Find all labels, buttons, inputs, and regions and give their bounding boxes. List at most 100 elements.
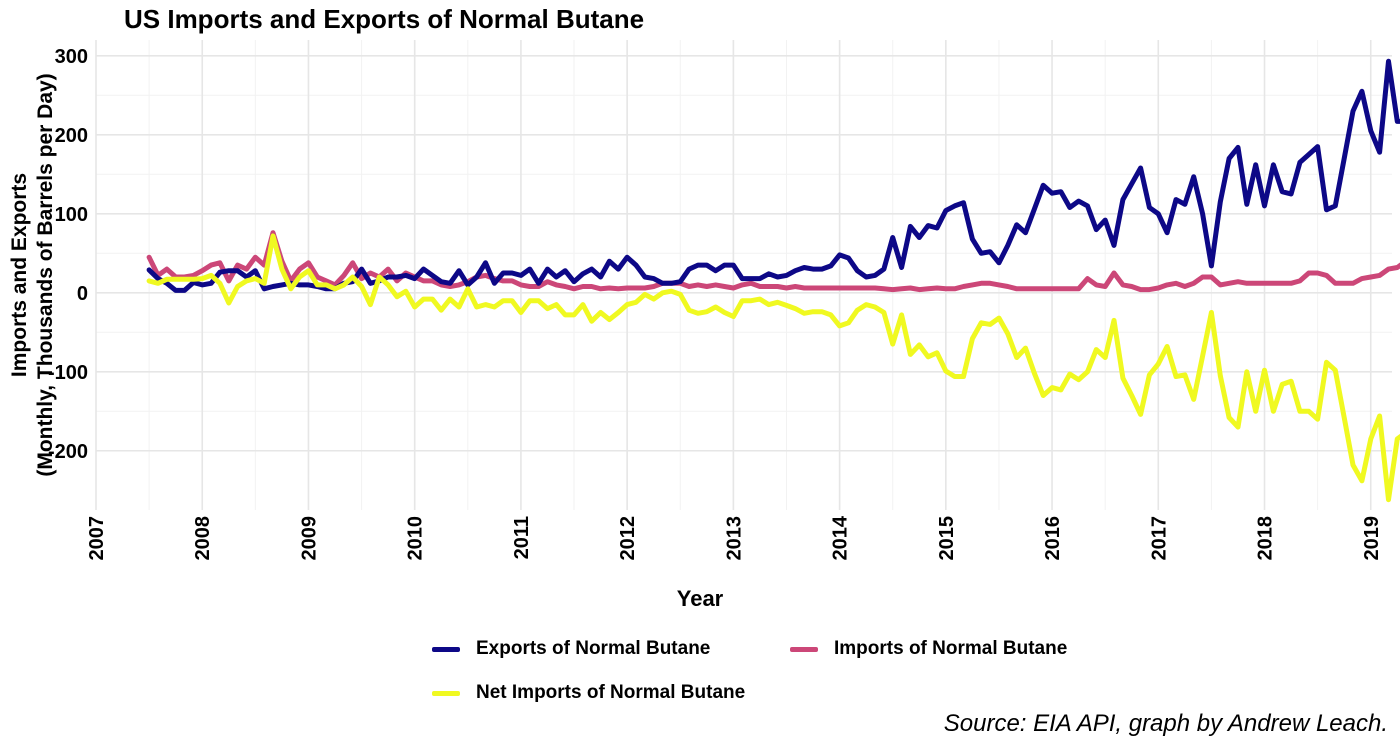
data-point <box>980 322 982 324</box>
data-point <box>918 344 920 346</box>
data-point <box>308 262 309 264</box>
data-point <box>865 304 867 306</box>
data-point <box>653 278 655 280</box>
data-point <box>361 278 363 280</box>
data-point <box>1219 284 1221 286</box>
data-point <box>724 286 725 287</box>
data-point <box>1388 60 1389 62</box>
data-point <box>759 286 761 287</box>
data-point <box>520 284 522 286</box>
data-point <box>892 237 894 238</box>
data-point <box>387 276 389 278</box>
data-point <box>538 282 540 284</box>
data-point <box>874 274 876 276</box>
data-point <box>582 304 584 306</box>
data-point <box>768 286 770 287</box>
data-point <box>573 281 575 283</box>
data-point <box>405 290 407 292</box>
data-point <box>777 276 779 278</box>
data-point <box>1051 288 1053 290</box>
data-point <box>228 302 230 304</box>
data-point <box>210 282 212 284</box>
x-tick-label: 2011 <box>511 516 533 559</box>
data-point <box>971 338 973 340</box>
data-point <box>263 264 265 266</box>
data-point <box>1060 389 1062 391</box>
data-point <box>670 282 672 284</box>
data-point <box>1352 282 1354 284</box>
data-point <box>1025 347 1026 349</box>
data-point <box>1060 191 1062 193</box>
data-point <box>839 325 841 327</box>
data-point <box>547 268 548 270</box>
data-point <box>821 268 823 270</box>
data-point <box>1210 276 1212 278</box>
data-point <box>166 282 168 284</box>
data-point <box>865 287 867 289</box>
data-point <box>299 268 301 270</box>
data-point <box>927 356 929 358</box>
data-point <box>626 256 628 258</box>
data-point <box>830 314 832 316</box>
data-point <box>1281 383 1283 385</box>
legend-key-net-imports <box>432 690 460 696</box>
data-point <box>458 270 460 272</box>
data-point <box>1290 282 1292 284</box>
data-point <box>715 270 717 272</box>
data-point <box>1157 287 1159 289</box>
data-point <box>1113 319 1115 321</box>
data-point <box>750 300 752 302</box>
data-point <box>856 309 858 311</box>
data-point <box>1264 205 1265 207</box>
data-point <box>1317 418 1319 420</box>
data-point <box>1016 224 1018 226</box>
data-point <box>909 225 911 227</box>
data-point <box>786 274 787 276</box>
data-point <box>219 271 221 273</box>
data-point <box>901 288 903 290</box>
x-axis-title: Year <box>676 586 724 611</box>
data-point <box>1326 209 1327 211</box>
data-point <box>1033 372 1035 374</box>
data-point <box>1264 369 1265 371</box>
legend-item-exports: Exports of Normal Butane <box>432 633 710 665</box>
data-point <box>662 282 664 284</box>
data-point <box>281 284 283 286</box>
data-point <box>396 280 398 282</box>
data-point <box>1361 480 1363 482</box>
data-point <box>228 270 230 272</box>
data-point <box>485 262 486 264</box>
data-point <box>1281 282 1283 284</box>
data-point <box>343 274 345 276</box>
data-point <box>1184 286 1186 287</box>
data-point <box>768 304 770 306</box>
data-point <box>954 376 956 377</box>
data-point <box>1343 282 1345 284</box>
data-point <box>901 314 903 316</box>
data-point <box>706 286 708 287</box>
data-point <box>812 287 814 289</box>
data-point <box>803 267 805 268</box>
data-point <box>1166 284 1168 286</box>
data-point <box>1237 281 1239 283</box>
data-point <box>502 272 504 274</box>
data-point <box>520 312 522 313</box>
data-point <box>741 284 743 286</box>
data-point <box>856 287 858 289</box>
data-point <box>157 282 159 284</box>
data-point <box>1299 410 1301 412</box>
data-point <box>1166 232 1168 234</box>
data-point <box>1370 276 1372 278</box>
data-point <box>1007 333 1009 335</box>
data-point <box>1370 438 1372 440</box>
data-point <box>1069 207 1071 208</box>
data-point <box>821 311 823 313</box>
data-point <box>210 264 212 266</box>
data-point <box>830 265 832 267</box>
data-point <box>874 306 876 308</box>
data-point <box>662 292 664 294</box>
data-point <box>1202 213 1204 215</box>
data-point <box>1255 410 1257 412</box>
data-point <box>963 202 964 204</box>
